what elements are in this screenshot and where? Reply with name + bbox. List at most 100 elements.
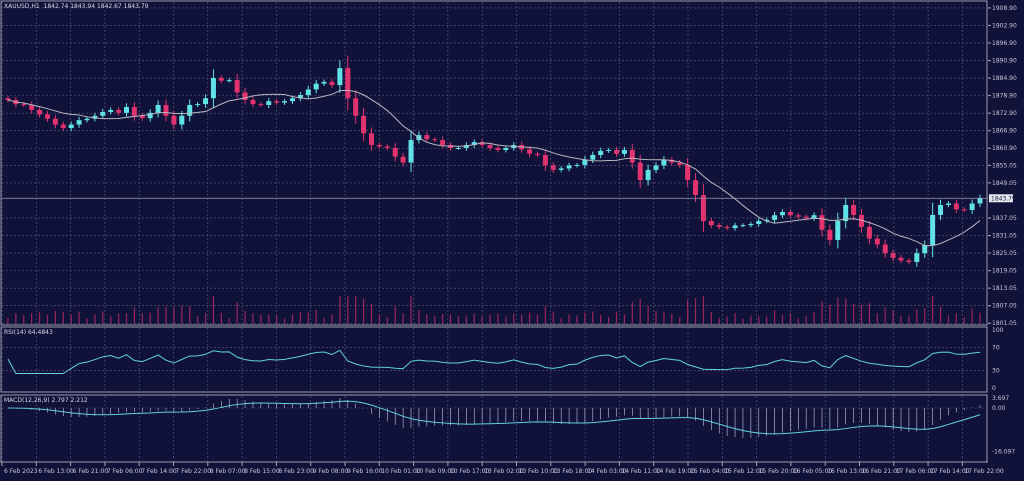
bull-candle bbox=[590, 154, 596, 160]
bull-candle bbox=[147, 112, 153, 119]
bull-candle bbox=[843, 204, 849, 222]
price-tick-label: 1860.90 bbox=[992, 145, 1017, 152]
bear-candle bbox=[440, 140, 446, 146]
macd-label: MACD(12,26,9) 2.797 2.212 bbox=[4, 397, 88, 404]
macd-level-label: 0.00 bbox=[992, 405, 1006, 412]
time-tick-label: 7 Feb 06:00 bbox=[107, 468, 143, 475]
time-tick-label: 14 Feb 11:00 bbox=[621, 468, 661, 475]
bear-candle bbox=[218, 78, 224, 81]
macd-signal-line bbox=[7, 400, 981, 435]
time-tick-label: 13 Feb 10:00 bbox=[519, 468, 559, 475]
time-tick-label: 10 Feb 09:00 bbox=[416, 468, 456, 475]
bull-candle bbox=[606, 150, 612, 151]
bull-candle bbox=[779, 211, 785, 216]
bear-candle bbox=[827, 229, 833, 241]
bear-candle bbox=[534, 153, 540, 155]
bull-candle bbox=[100, 111, 106, 116]
bear-candle bbox=[52, 118, 58, 125]
bear-candle bbox=[163, 104, 169, 116]
bear-candle bbox=[724, 226, 730, 229]
bull-candle bbox=[297, 95, 303, 99]
bear-candle bbox=[131, 107, 137, 116]
bear-candle bbox=[953, 203, 959, 210]
bear-candle bbox=[345, 68, 351, 99]
time-tick-label: 7 Feb 14:00 bbox=[141, 468, 177, 475]
bull-candle bbox=[108, 109, 114, 112]
bear-candle bbox=[898, 257, 904, 261]
bear-candle bbox=[21, 104, 27, 106]
bear-candle bbox=[361, 115, 367, 134]
time-tick-label: 15 Feb 20:00 bbox=[759, 468, 799, 475]
bull-candle bbox=[455, 147, 461, 149]
bear-candle bbox=[116, 109, 122, 113]
price-tick-label: 1801.05 bbox=[992, 320, 1017, 327]
bull-candle bbox=[653, 165, 659, 170]
bull-candle bbox=[313, 83, 319, 90]
bear-candle bbox=[376, 145, 382, 147]
time-tick-label: 16 Feb 05:00 bbox=[793, 468, 833, 475]
time-tick-label: 8 Feb 23:00 bbox=[278, 468, 314, 475]
bear-candle bbox=[329, 81, 335, 86]
bear-candle bbox=[693, 180, 699, 196]
bull-candle bbox=[969, 203, 975, 210]
price-tick-label: 1825.05 bbox=[992, 250, 1017, 257]
bear-candle bbox=[495, 147, 501, 150]
bull-candle bbox=[92, 115, 98, 119]
price-tick-label: 1866.90 bbox=[992, 128, 1017, 135]
bear-candle bbox=[795, 215, 801, 217]
bear-candle bbox=[866, 226, 872, 239]
bull-candle bbox=[914, 253, 920, 262]
bull-candle bbox=[748, 223, 754, 226]
bull-candle bbox=[210, 78, 216, 99]
bull-candle bbox=[772, 215, 778, 220]
bear-candle bbox=[44, 114, 50, 119]
time-tick-label: 14 Feb 03:00 bbox=[587, 468, 627, 475]
time-tick-label: 17 Feb 22:00 bbox=[964, 468, 1004, 475]
bull-candle bbox=[922, 245, 928, 254]
bull-candle bbox=[68, 124, 74, 129]
bear-candle bbox=[432, 139, 438, 141]
price-tick-label: 1837.05 bbox=[992, 215, 1017, 222]
bull-candle bbox=[266, 101, 272, 105]
bull-candle bbox=[195, 104, 201, 106]
bull-candle bbox=[155, 104, 161, 113]
bull-candle bbox=[179, 115, 185, 125]
bear-candle bbox=[803, 216, 809, 219]
bear-candle bbox=[787, 211, 793, 216]
bull-candle bbox=[408, 140, 414, 163]
bull-candle bbox=[930, 214, 936, 246]
time-tick-label: 8 Feb 15:00 bbox=[244, 468, 280, 475]
bear-candle bbox=[859, 214, 864, 227]
time-tick-label: 14 Feb 19:00 bbox=[656, 468, 696, 475]
bear-candle bbox=[961, 209, 967, 211]
bull-candle bbox=[226, 80, 232, 82]
bear-candle bbox=[851, 204, 857, 215]
bear-candle bbox=[242, 92, 248, 100]
bear-candle bbox=[716, 225, 722, 227]
bear-candle bbox=[542, 154, 548, 166]
time-tick-label: 6 Feb 13:00 bbox=[38, 468, 74, 475]
price-tick-label: 1831.05 bbox=[992, 233, 1017, 240]
price-tick-label: 1896.90 bbox=[992, 40, 1017, 47]
bear-candle bbox=[171, 115, 177, 125]
rsi-level-label: 30 bbox=[992, 368, 1000, 375]
time-tick-label: 10 Feb 17:00 bbox=[450, 468, 490, 475]
bull-candle bbox=[598, 150, 604, 155]
bull-candle bbox=[187, 104, 193, 116]
time-tick-label: 7 Feb 22:00 bbox=[176, 468, 212, 475]
time-tick-label: 15 Feb 12:00 bbox=[724, 468, 764, 475]
bull-candle bbox=[305, 89, 311, 96]
bear-candle bbox=[250, 100, 256, 105]
bear-candle bbox=[629, 150, 635, 163]
bull-candle bbox=[764, 219, 770, 222]
current-price-label: 1843.79 bbox=[991, 195, 1016, 202]
bear-candle bbox=[424, 135, 430, 140]
time-tick-label: 17 Feb 14:00 bbox=[930, 468, 970, 475]
bear-candle bbox=[677, 162, 683, 165]
bull-candle bbox=[945, 203, 951, 205]
bear-candle bbox=[234, 80, 240, 93]
bull-candle bbox=[321, 81, 327, 84]
bull-candle bbox=[621, 150, 627, 154]
bull-candle bbox=[282, 101, 288, 103]
